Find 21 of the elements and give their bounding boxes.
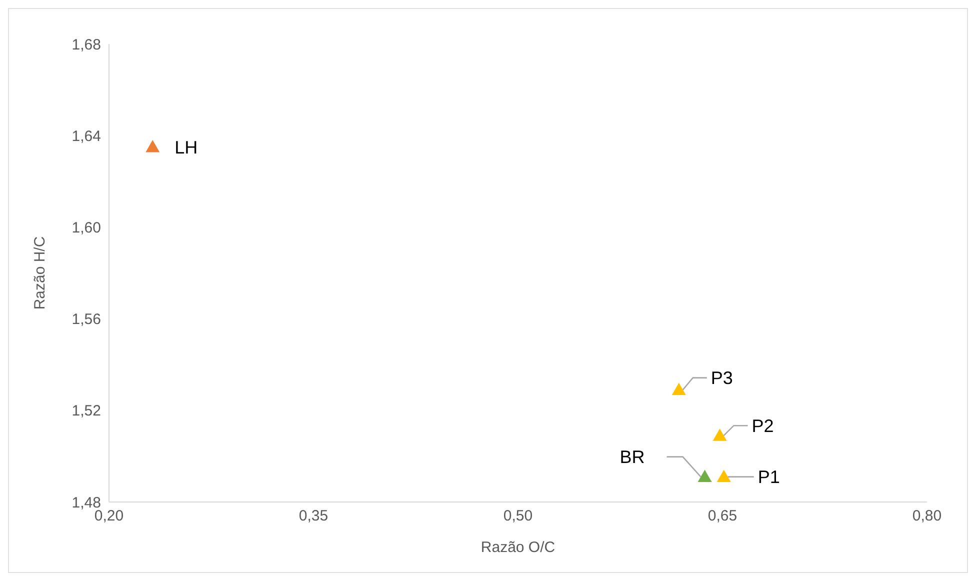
- y-tick-label: 1,60: [72, 220, 101, 237]
- series-label: P2: [752, 416, 774, 436]
- point: [712, 428, 727, 441]
- y-tick-label: 1,64: [72, 128, 101, 145]
- y-tick-label: 1,52: [72, 402, 101, 420]
- x-tick-label: 0,80: [912, 508, 942, 525]
- y-tick-label: 1,68: [72, 36, 101, 54]
- series-label: P3: [710, 368, 733, 388]
- series-label: P1: [758, 467, 780, 488]
- point: [716, 470, 731, 482]
- series-label: LH: [174, 137, 198, 158]
- x-tick-label: 0,35: [298, 508, 328, 525]
- x-axis-title: Razão O/C: [480, 539, 556, 556]
- point: [698, 470, 712, 482]
- x-tick-label: 0,65: [708, 508, 738, 525]
- text: BR: [620, 447, 645, 468]
- y-tick-label: 1,56: [72, 311, 101, 328]
- y-axis-title: Razão H/C: [31, 236, 48, 310]
- point: [146, 140, 160, 152]
- point: [672, 382, 686, 396]
- x-tick-label: 0,50: [503, 508, 533, 525]
